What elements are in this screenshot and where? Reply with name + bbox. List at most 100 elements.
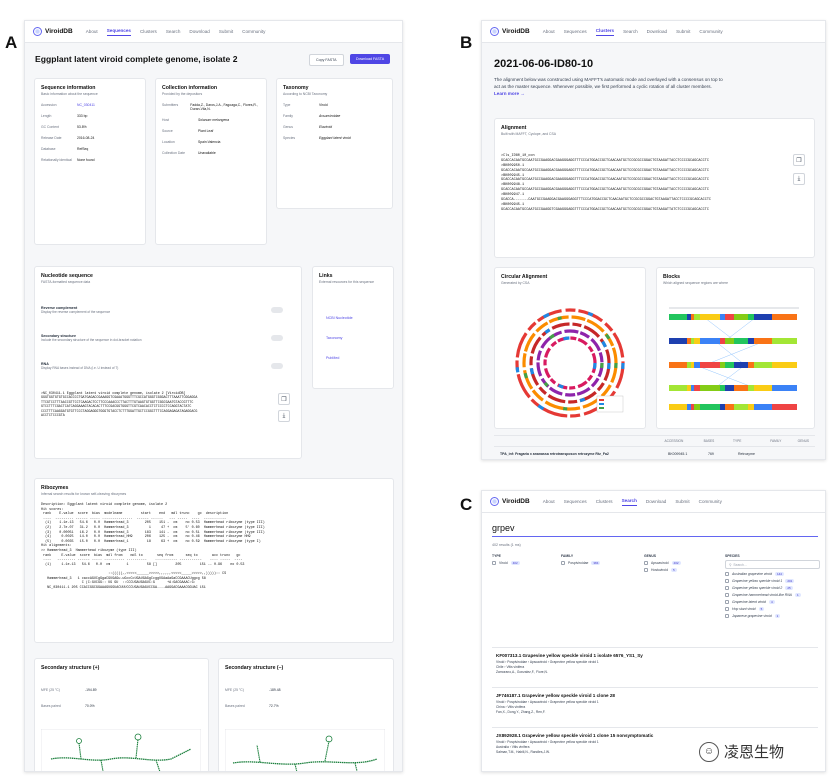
nav-about[interactable]: About <box>85 29 98 34</box>
alignment-block <box>734 338 748 344</box>
nav-community[interactable]: Community <box>699 29 723 34</box>
info-row: Species Eggplant latent viroid <box>283 136 351 140</box>
species-search-field[interactable]: ⚲ Search... <box>725 560 820 569</box>
alignment-block <box>700 385 720 391</box>
filter-item[interactable]: Apscaviroid 402 <box>644 561 681 565</box>
taxonomy-card: Taxonomy According to NCBI Taxonomy Type… <box>276 78 393 209</box>
filter-type: TYPE Viroid 402 <box>492 554 520 565</box>
filter-item[interactable]: Grapevine yellow speckle viroid 2 25 <box>725 586 820 590</box>
sequence-info-card: Sequence information Basic information a… <box>34 78 146 245</box>
viroid-logo-icon <box>490 497 499 506</box>
alignment-block <box>691 314 694 320</box>
logo[interactable]: ViroidDB <box>490 27 530 36</box>
alignment-block <box>720 362 725 368</box>
nav-submit[interactable]: Submit <box>675 499 690 504</box>
logo[interactable]: ViroidDB <box>490 497 530 506</box>
nav-sequences[interactable]: Sequences <box>563 29 587 34</box>
alignment-block <box>734 314 748 320</box>
nav-download[interactable]: Download <box>646 29 668 34</box>
filter-item[interactable]: Australian grapevine viroid 144 <box>725 572 820 576</box>
download-icon[interactable]: ⤓ <box>278 410 290 422</box>
secondary-structure-minus-diagram <box>225 729 385 771</box>
list-item[interactable]: JF746187.1 Grapevine yellow speckle viro… <box>492 687 818 727</box>
nav-clusters[interactable]: Clusters <box>595 28 615 36</box>
wechat-icon: ☺ <box>699 741 719 762</box>
nav-clusters[interactable]: Clusters <box>595 499 613 504</box>
alignment-block <box>720 404 725 410</box>
search-input[interactable]: grpev <box>492 523 818 537</box>
alignment-block <box>691 404 694 410</box>
nav-community[interactable]: Community <box>698 499 722 504</box>
learn-more-link[interactable]: Learn more → <box>494 90 525 96</box>
clipboard-icon[interactable]: ❐ <box>793 154 805 166</box>
nav-download[interactable]: Download <box>189 29 210 34</box>
alignment-block <box>691 362 694 368</box>
info-row: Submitters Fadda,Z., Daros,J.A., Fagoaga,… <box>162 103 258 111</box>
infernal-output: Description: Eggplant latent viroid comp… <box>41 503 265 590</box>
link-ncbi-nucleotide[interactable]: NCBI Nucleotide <box>326 316 353 320</box>
filter-item[interactable]: Grapevine hammerhead viroid-like RNA 1 <box>725 593 820 597</box>
filter-item[interactable]: Japanese grapevine viroid 1 <box>725 614 820 618</box>
nav-search[interactable]: Search <box>623 29 638 34</box>
nav-community[interactable]: Community <box>242 29 266 34</box>
alignment-block <box>687 314 691 320</box>
filter-item[interactable]: Grapevine yellow speckle viroid 1 201 <box>725 579 820 583</box>
alignment-text: >Cls_ID80_10_con GCACCACAATGCCAATGCCGAAG… <box>501 154 712 212</box>
nav-sequences[interactable]: Sequences <box>563 499 587 504</box>
alignment-block <box>754 314 772 320</box>
alignment-block <box>748 314 754 320</box>
viroid-logo-icon <box>33 27 42 36</box>
clipboard-icon[interactable]: ❐ <box>278 393 290 405</box>
link-pubmed[interactable]: PubMed <box>326 356 340 360</box>
alignment-block <box>669 314 687 320</box>
copy-fasta-button[interactable]: Copy FASTA <box>309 54 344 66</box>
table-row[interactable]: TPA_inf: Fragaria x ananassa retrotransp… <box>494 446 815 459</box>
nav-submit[interactable]: Submit <box>676 29 691 34</box>
option-reverse-complement: Reverse complement Display the reverse c… <box>41 306 295 314</box>
mfe-plus-value: -194.89 <box>85 688 97 692</box>
panel-c-screenshot: ViroidDB About Sequences Clusters Search… <box>481 490 826 772</box>
info-row: Relationally identical None found <box>41 158 95 162</box>
logo[interactable]: ViroidDB <box>33 27 73 36</box>
nav-about[interactable]: About <box>542 499 555 504</box>
nav-clusters[interactable]: Clusters <box>139 29 157 34</box>
alignment-block <box>725 314 734 320</box>
panel-b-screenshot: ViroidDB About Sequences Clusters Search… <box>481 20 826 460</box>
filter-item[interactable]: Viroid 402 <box>492 561 520 565</box>
alignment-block <box>694 338 700 344</box>
info-row: GC Content 53.8% <box>41 125 87 129</box>
links-card: Links External resources for this sequen… <box>312 266 394 389</box>
download-fasta-button[interactable]: Download FASTA <box>350 54 391 64</box>
filter-item[interactable]: Hostuviroid 5 <box>644 568 681 572</box>
reverse-complement-toggle[interactable] <box>271 307 283 313</box>
alignment-block <box>754 404 772 410</box>
alignment-block <box>725 385 734 391</box>
filter-family: FAMILY Pospiviroidae 384 <box>561 554 601 565</box>
link-taxonomy[interactable]: Taxonomy <box>326 336 343 340</box>
list-item[interactable]: KF007313.1 Grapevine yellow speckle viro… <box>492 647 818 687</box>
filter-item[interactable]: Pospiviroidae 384 <box>561 561 601 565</box>
nav-search[interactable]: Search <box>165 29 181 34</box>
blocks-plot <box>669 307 799 410</box>
nav-sequences[interactable]: Sequences <box>106 28 131 36</box>
navbar: ViroidDB About Sequences Clusters Search… <box>482 491 825 513</box>
alignment-block <box>748 404 754 410</box>
download-icon[interactable]: ⤓ <box>793 173 805 185</box>
info-row: Location Spain:Valencia <box>162 140 221 144</box>
alignment-block <box>694 404 700 410</box>
rna-toggle[interactable] <box>271 363 283 369</box>
alignment-card: Alignment Built with MAFFT, Cyclope, and… <box>494 118 815 258</box>
filter-item[interactable]: Hop stunt viroid 5 <box>725 607 820 611</box>
alignment-block <box>772 338 797 344</box>
nav-search[interactable]: Search <box>621 498 637 506</box>
filter-item[interactable]: Grapevine latent viroid 4 <box>725 600 820 604</box>
alignment-block <box>694 314 700 320</box>
panel-a-screenshot: ViroidDB About Sequences Clusters Search… <box>24 20 403 772</box>
nav-about[interactable]: About <box>542 29 555 34</box>
list-item[interactable]: JX892928.1 Grapevine yellow speckle viro… <box>492 727 818 767</box>
alignment-block <box>687 404 691 410</box>
secondary-structure-toggle[interactable] <box>271 335 283 341</box>
nav-download[interactable]: Download <box>645 499 667 504</box>
nav-submit[interactable]: Submit <box>218 29 234 34</box>
secondary-structure-plus-diagram <box>41 729 201 771</box>
